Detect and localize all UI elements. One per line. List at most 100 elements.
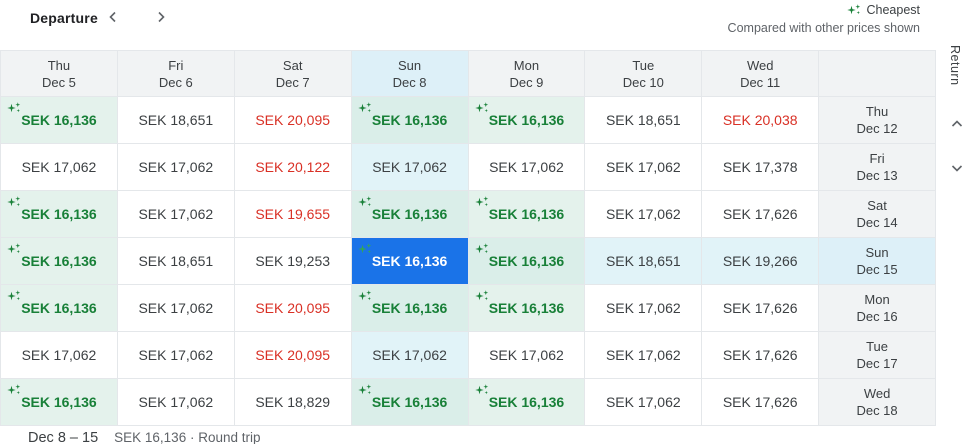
price-cell[interactable]: SEK 16,136 [0, 96, 118, 144]
next-dates-button[interactable] [148, 5, 174, 31]
cheapest-sparkle-icon [7, 102, 21, 114]
price-cell[interactable]: SEK 20,095 [233, 331, 352, 379]
column-header-row: Thu Dec 5 Fri Dec 6 Sat Dec 7 Sun Dec 8 Mon Dec 9… [0, 50, 936, 97]
price-cell[interactable]: SEK 16,136 [0, 378, 118, 426]
price-label: SEK 16,136 [371, 253, 448, 269]
cheapest-legend-label: Cheapest [866, 3, 920, 17]
price-label: SEK 17,626 [722, 394, 798, 410]
price-label: SEK 17,062 [605, 300, 681, 316]
price-cell[interactable]: SEK 17,062 [116, 378, 235, 426]
return-row-header: Tue Dec 17 [818, 331, 936, 379]
price-cell[interactable]: SEK 17,062 [350, 331, 469, 379]
price-label: SEK 16,136 [488, 112, 565, 128]
price-cell[interactable]: SEK 18,651 [584, 96, 703, 144]
price-cell[interactable]: SEK 17,062 [584, 143, 703, 191]
price-cell[interactable]: SEK 17,062 [116, 143, 235, 191]
price-cell[interactable]: SEK 18,651 [584, 237, 703, 285]
price-cell[interactable]: SEK 17,626 [701, 284, 820, 332]
price-label: SEK 17,062 [489, 159, 564, 175]
grid-row: SEK 16,136 SEK 17,062 SEK 19,655 SEK 16,136… [0, 190, 936, 238]
price-label: SEK 17,062 [605, 206, 681, 222]
scroll-return-down-button[interactable] [944, 156, 970, 182]
price-label: SEK 16,136 [21, 253, 97, 269]
price-cell[interactable]: SEK 17,062 [584, 190, 703, 238]
price-cell[interactable]: SEK 17,626 [701, 331, 820, 379]
price-label: SEK 17,062 [138, 347, 214, 363]
price-cell[interactable]: SEK 19,253 [233, 237, 352, 285]
price-cell[interactable]: SEK 20,122 [233, 143, 352, 191]
cheapest-sparkle-icon [357, 290, 372, 302]
price-cell[interactable]: SEK 16,136 [467, 237, 586, 285]
price-cell[interactable]: SEK 19,655 [233, 190, 352, 238]
price-cell[interactable]: SEK 17,062 [116, 284, 235, 332]
price-label: SEK 17,062 [372, 159, 447, 175]
price-cell[interactable]: SEK 17,062 [467, 143, 586, 191]
price-label: SEK 20,095 [255, 112, 331, 128]
price-cell[interactable]: SEK 16,136 [350, 378, 469, 426]
price-cell[interactable]: SEK 17,062 [350, 143, 469, 191]
price-cell[interactable]: SEK 20,095 [233, 96, 352, 144]
price-label: SEK 17,062 [605, 159, 681, 175]
price-label: SEK 16,136 [371, 206, 448, 222]
price-cell[interactable]: SEK 16,136 [467, 284, 586, 332]
grid-header: Thu Dec 5 Fri Dec 6 Sat Dec 7 Sun Dec 8 Mon Dec 9… [0, 50, 936, 97]
price-cell[interactable]: SEK 16,136 [0, 237, 118, 285]
price-cell[interactable]: SEK 18,651 [116, 96, 235, 144]
toolbar: Departure Cheapest Compared with other p… [0, 0, 972, 50]
price-cell[interactable]: SEK 17,062 [0, 331, 118, 379]
scroll-return-up-button[interactable] [944, 112, 970, 138]
price-cell[interactable]: SEK 17,062 [584, 378, 703, 426]
price-cell[interactable]: SEK 16,136 [0, 190, 118, 238]
price-cell[interactable]: SEK 16,136 [467, 190, 586, 238]
price-label: SEK 18,829 [255, 394, 331, 410]
price-label: SEK 17,378 [722, 159, 798, 175]
price-label: SEK 18,651 [605, 253, 681, 269]
price-cell[interactable]: SEK 16,136 [350, 237, 469, 285]
price-cell[interactable]: SEK 17,378 [701, 143, 820, 191]
departure-column-header: Wed Dec 11 [701, 50, 820, 97]
price-label: SEK 16,136 [371, 112, 448, 128]
price-cell[interactable]: SEK 17,626 [701, 190, 820, 238]
return-axis-label: Return [948, 45, 962, 86]
cheapest-sparkle-icon [7, 290, 21, 302]
price-label: SEK 17,062 [21, 347, 97, 363]
price-cell[interactable]: SEK 17,062 [116, 190, 235, 238]
price-cell[interactable]: SEK 17,062 [116, 331, 235, 379]
price-cell[interactable]: SEK 19,266 [701, 237, 820, 285]
price-cell[interactable]: SEK 16,136 [350, 96, 469, 144]
price-cell[interactable]: SEK 17,062 [467, 331, 586, 379]
price-cell[interactable]: SEK 16,136 [467, 96, 586, 144]
price-label: SEK 17,626 [722, 206, 798, 222]
cheapest-sparkle-icon [357, 384, 372, 396]
price-label: SEK 17,062 [605, 394, 681, 410]
price-cell[interactable]: SEK 17,062 [584, 331, 703, 379]
price-cell[interactable]: SEK 18,829 [233, 378, 352, 426]
grid-row: SEK 16,136 SEK 18,651 SEK 20,095 SEK 16,136… [0, 96, 936, 144]
price-cell[interactable]: SEK 17,062 [584, 284, 703, 332]
price-label: SEK 16,136 [21, 112, 97, 128]
cheapest-sparkle-icon [474, 243, 489, 255]
price-label: SEK 17,062 [138, 159, 214, 175]
price-label: SEK 16,136 [21, 394, 97, 410]
price-cell[interactable]: SEK 16,136 [467, 378, 586, 426]
grid-row: SEK 16,136 SEK 17,062 SEK 18,829 SEK 16,136… [0, 378, 936, 426]
departure-column-header: Mon Dec 9 [467, 50, 586, 97]
chevron-up-icon [949, 116, 965, 135]
price-cell[interactable]: SEK 16,136 [350, 190, 469, 238]
departure-column-header: Tue Dec 10 [584, 50, 703, 97]
price-label: SEK 18,651 [605, 112, 681, 128]
price-cell[interactable]: SEK 18,651 [116, 237, 235, 285]
cheapest-sparkle-icon [474, 196, 489, 208]
price-grid: Thu Dec 5 Fri Dec 6 Sat Dec 7 Sun Dec 8 Mon Dec 9… [0, 50, 936, 426]
price-cell[interactable]: SEK 16,136 [0, 284, 118, 332]
previous-dates-button[interactable] [100, 5, 126, 31]
price-cell[interactable]: SEK 16,136 [350, 284, 469, 332]
price-cell[interactable]: SEK 20,038 [701, 96, 820, 144]
price-label: SEK 20,038 [722, 112, 798, 128]
return-row-header: Sat Dec 14 [818, 190, 936, 238]
cheapest-sparkle-icon [357, 243, 372, 255]
price-cell[interactable]: SEK 17,626 [701, 378, 820, 426]
price-cell[interactable]: SEK 17,062 [0, 143, 118, 191]
price-cell[interactable]: SEK 20,095 [233, 284, 352, 332]
price-label: SEK 19,266 [722, 253, 798, 269]
